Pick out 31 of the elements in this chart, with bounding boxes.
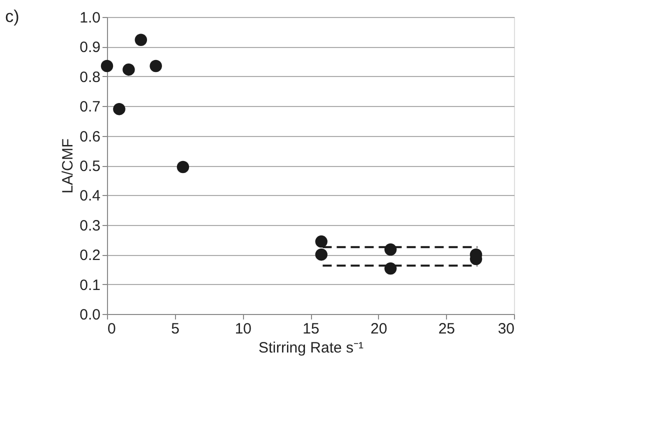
- x-axis-title: Stirring Rate s⁻¹: [258, 340, 364, 356]
- chart-title: c): [5, 7, 20, 26]
- y-tick-label: 1.0: [80, 10, 100, 26]
- x-tick-label: 20: [370, 320, 388, 338]
- point: [384, 243, 397, 256]
- y-tick-label: 0.8: [80, 68, 100, 86]
- point: [122, 63, 135, 76]
- y-tick-label: 0.3: [80, 217, 100, 234]
- point: [176, 160, 190, 174]
- point: [384, 262, 397, 275]
- point: [315, 248, 328, 261]
- y-tick-label: 0.6: [80, 128, 100, 146]
- point: [100, 60, 114, 72]
- x-tick-label: 10: [234, 320, 252, 338]
- y-tick-label: 0.5: [80, 158, 100, 175]
- y-tick-label: 0.9: [80, 39, 100, 56]
- point: [134, 34, 148, 46]
- x-tick-label: 30: [498, 320, 514, 338]
- y-tick-label: 0.2: [80, 247, 100, 264]
- y-tick-label: 0.1: [80, 276, 100, 294]
- y-axis-title: LA/CMF: [60, 138, 77, 194]
- x-tick-label: 25: [438, 320, 456, 338]
- y-tick-label: 0.4: [80, 188, 100, 205]
- x-tick-label: 0: [108, 320, 116, 338]
- point: [150, 60, 162, 72]
- point: [113, 102, 126, 116]
- point: [315, 235, 328, 248]
- y-tick-label: 0.0: [80, 306, 100, 324]
- y-tick-label: 0.7: [80, 98, 100, 116]
- x-tick-label: 5: [171, 320, 180, 338]
- x-tick-label: 15: [302, 320, 320, 338]
